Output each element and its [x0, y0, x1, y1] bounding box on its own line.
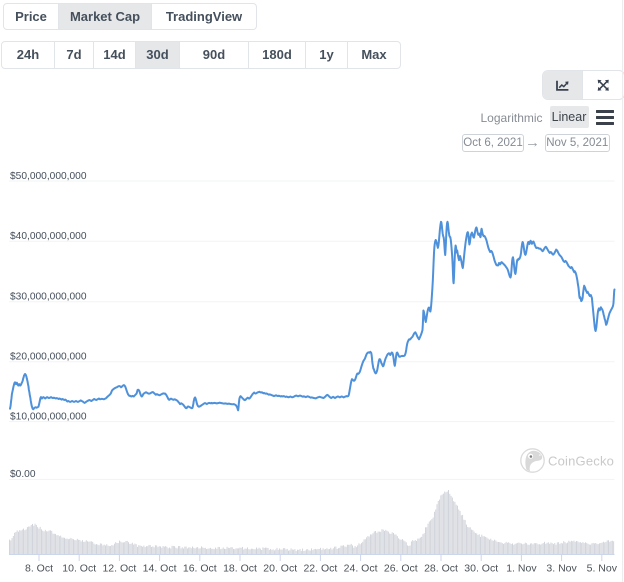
svg-text:$50,000,000,000: $50,000,000,000: [10, 171, 87, 182]
svg-text:20. Oct: 20. Oct: [263, 563, 297, 575]
svg-text:8. Oct: 8. Oct: [25, 563, 53, 575]
svg-text:1. Nov: 1. Nov: [506, 563, 537, 575]
svg-text:10. Oct: 10. Oct: [62, 563, 96, 575]
svg-text:$30,000,000,000: $30,000,000,000: [10, 292, 87, 303]
svg-text:$40,000,000,000: $40,000,000,000: [10, 231, 87, 242]
svg-text:3. Nov: 3. Nov: [546, 563, 577, 575]
svg-text:26. Oct: 26. Oct: [384, 563, 418, 575]
svg-text:16. Oct: 16. Oct: [183, 563, 217, 575]
svg-text:28. Oct: 28. Oct: [424, 563, 458, 575]
svg-text:24. Oct: 24. Oct: [344, 563, 378, 575]
svg-text:12. Oct: 12. Oct: [102, 563, 136, 575]
svg-text:30. Oct: 30. Oct: [464, 563, 498, 575]
svg-text:5. Nov: 5. Nov: [587, 563, 618, 575]
svg-text:$0.00: $0.00: [10, 469, 36, 480]
svg-text:$20,000,000,000: $20,000,000,000: [10, 352, 87, 363]
svg-text:14. Oct: 14. Oct: [143, 563, 177, 575]
svg-text:22. Oct: 22. Oct: [303, 563, 337, 575]
svg-text:CoinGecko: CoinGecko: [548, 453, 614, 468]
svg-text:$10,000,000,000: $10,000,000,000: [10, 411, 87, 422]
svg-text:18. Oct: 18. Oct: [223, 563, 257, 575]
